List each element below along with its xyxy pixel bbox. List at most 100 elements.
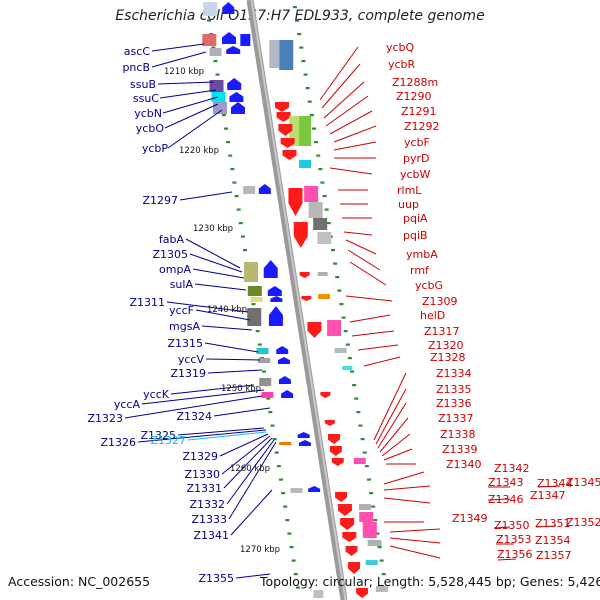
gene-label-ycbr: ycbR — [388, 58, 416, 71]
forward-gene-arrow — [278, 376, 291, 384]
tick-mark-left — [223, 127, 228, 130]
reverse-gene-arrow — [356, 588, 369, 598]
forward-gene-arrow — [276, 346, 289, 354]
gene-label-faba: fabA — [159, 233, 185, 246]
tick-mark-right — [339, 303, 344, 306]
gene-label-z1339: Z1339 — [442, 443, 478, 456]
leader-line-rmf — [347, 249, 381, 271]
reverse-gene-arrow — [327, 434, 340, 444]
gene-label-z1288m: Z1288m — [392, 76, 438, 89]
leader-line-ssuc — [159, 89, 217, 99]
tick-mark-left — [207, 19, 212, 22]
leader-line-z1305 — [189, 253, 243, 273]
gene-block — [211, 92, 226, 102]
gene-label-ycbo: ycbO — [136, 122, 165, 135]
reverse-gene-arrow — [331, 458, 344, 466]
tick-mark-right — [303, 73, 308, 76]
forward-gene-arrow — [226, 46, 241, 54]
leader-line-z1332 — [226, 439, 275, 505]
tick-mark-right — [381, 573, 386, 576]
gene-label-z1350: Z1350 — [494, 519, 530, 532]
accession-label: Accession: NC_002655 — [8, 574, 151, 589]
gene-label-z1356: Z1356 — [497, 548, 533, 561]
tick-mark-left — [283, 505, 288, 508]
gene-block — [203, 2, 218, 16]
tick-mark-left — [238, 222, 243, 225]
gene-block — [256, 348, 269, 354]
tick-mark-left — [255, 330, 260, 333]
forward-gene-arrow — [222, 2, 235, 14]
gene-block — [317, 232, 332, 244]
gene-block — [313, 590, 324, 598]
gene-label-z1357: Z1357 — [536, 549, 572, 562]
reverse-gene-arrow — [293, 222, 308, 248]
leader-line-held — [349, 314, 391, 323]
tick-mark-right — [314, 141, 319, 144]
leader-line-ycbf — [333, 141, 377, 151]
gene-block — [375, 586, 388, 592]
gene-label-ycbw: ycbW — [400, 168, 431, 181]
reverse-gene-arrow — [299, 272, 310, 278]
gene-label-ssub: ssuB — [130, 78, 156, 91]
leader-line-ompa — [192, 268, 245, 279]
tick-mark-left — [240, 235, 245, 238]
tick-mark-right — [320, 181, 325, 184]
tick-mark-left — [226, 141, 231, 144]
gene-label-z1327: Z1327 — [150, 434, 186, 447]
gene-block — [358, 504, 371, 510]
leader-line-z1297 — [179, 191, 233, 201]
gene-block — [317, 272, 328, 276]
gene-label-z1346: Z1346 — [488, 493, 524, 506]
gene-block — [247, 308, 262, 326]
leader-line-ssub — [157, 81, 215, 85]
gene-block — [334, 348, 347, 353]
gene-block — [243, 186, 256, 194]
forward-gene-arrow — [297, 432, 310, 438]
tick-mark-right — [309, 114, 314, 117]
tick-mark-right — [358, 424, 363, 427]
gene-label-ompa: ompA — [159, 263, 191, 276]
gene-label-z1305: Z1305 — [152, 248, 188, 261]
gene-block — [269, 40, 280, 68]
reverse-gene-arrow — [274, 102, 289, 112]
gene-block — [353, 458, 366, 464]
gene-label-ycbn: ycbN — [134, 107, 162, 120]
forward-gene-arrow — [267, 286, 282, 296]
tick-mark-right — [373, 519, 378, 522]
gene-block — [367, 540, 382, 546]
gene-block — [261, 392, 274, 398]
reverse-gene-arrow — [278, 124, 293, 136]
gene-block — [290, 488, 303, 493]
gene-block — [313, 218, 328, 230]
scale-tick-label: 1210 kbp — [164, 67, 204, 77]
tick-mark-right — [347, 357, 352, 360]
gene-label-rlml: rlmL — [397, 184, 422, 197]
leader-line-z1345 — [537, 485, 561, 488]
reverse-gene-arrow — [335, 492, 348, 502]
reverse-gene-arrow — [345, 546, 358, 556]
leader-line-z1350 — [389, 528, 441, 533]
leader-layer — [124, 43, 561, 579]
gene-label-z1331: Z1331 — [186, 482, 222, 495]
gene-block — [209, 80, 224, 92]
tick-mark-right — [295, 19, 300, 22]
reverse-gene-arrow — [340, 518, 355, 530]
gene-block — [202, 34, 217, 46]
gene-block — [289, 116, 300, 146]
tick-mark-right — [360, 438, 365, 441]
tick-mark-left — [243, 249, 248, 252]
forward-gene-arrow — [298, 440, 311, 446]
gene-block — [259, 378, 272, 386]
tick-mark-right — [343, 330, 348, 333]
tick-mark-right — [362, 451, 367, 454]
leader-line-z1346 — [383, 497, 431, 504]
tick-mark-left — [289, 546, 294, 549]
tick-mark-right — [379, 559, 384, 562]
gene-label-ycbf: ycbF — [404, 136, 430, 149]
topology-label: Topology: circular; Length: 5,528,445 bp… — [260, 574, 600, 589]
gene-block — [279, 442, 292, 445]
tick-mark-left — [234, 195, 239, 198]
gene-block — [297, 116, 312, 146]
reverse-gene-arrow — [329, 446, 342, 456]
leader-line-z1352 — [535, 525, 557, 528]
